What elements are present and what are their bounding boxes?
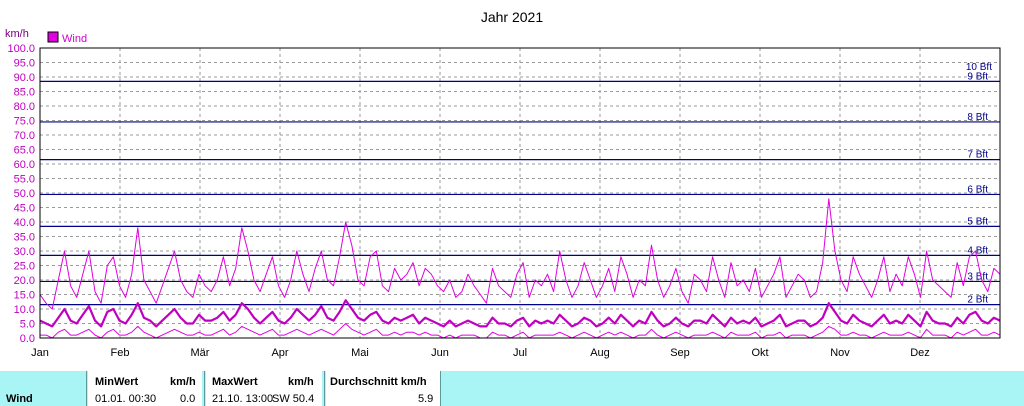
max-value: SW 50.4 <box>272 393 315 405</box>
beaufort-label: 4 Bft <box>967 245 988 256</box>
legend-swatch <box>47 31 59 43</box>
y-tick-label: 90.0 <box>14 72 35 84</box>
max-box <box>206 371 322 406</box>
y-tick-label: 65.0 <box>14 145 35 157</box>
series-line-max <box>39 198 1001 310</box>
x-tick-label: Okt <box>751 347 768 359</box>
y-tick-label: 10.0 <box>14 304 35 316</box>
divider <box>86 371 87 406</box>
y-tick-label: 85.0 <box>14 87 35 99</box>
x-tick-label: Aug <box>590 347 610 359</box>
beaufort-label: 9 Bft <box>967 71 988 82</box>
y-tick-label: 40.0 <box>14 217 35 229</box>
beaufort-label: 7 Bft <box>967 150 988 161</box>
y-tick-label: 70.0 <box>14 130 35 142</box>
y-tick-label: 100.0 <box>7 43 35 55</box>
beaufort-label: 6 Bft <box>967 184 988 195</box>
y-tick-label: 95.0 <box>14 58 35 70</box>
x-axis: Jan Feb Mär Apr Mai Jun Jul Aug Sep Okt Nov Dez <box>31 347 930 359</box>
x-tick-label: Mai <box>351 347 369 359</box>
plot-frame <box>39 47 1001 339</box>
min-value: 0.0 <box>180 393 196 405</box>
avg-box <box>326 371 440 406</box>
y-tick-label: 45.0 <box>14 203 35 215</box>
legend-label: Wind <box>62 33 87 45</box>
stats-table: Wind MinWert km/h 01.01. 00:30 0.0 MaxWe… <box>0 371 1024 406</box>
y-tick-label: 55.0 <box>14 174 35 186</box>
max-unit: km/h <box>288 376 314 388</box>
beaufort-label: 2 Bft <box>967 295 988 306</box>
x-tick-label: Mär <box>191 347 210 359</box>
series-line-min <box>40 323 1001 339</box>
grid <box>40 48 1000 338</box>
wind-chart: Jahr 2021 km/h Wind 2 Bft 3 Bft 4 Bft 5 Bft… <box>5 9 1001 359</box>
beaufort-label: 5 Bft <box>967 216 988 227</box>
max-header: MaxWert <box>212 376 258 388</box>
divider <box>324 371 325 406</box>
x-tick-label: Dez <box>910 347 930 359</box>
y-tick-label: 25.0 <box>14 261 35 273</box>
stats-row-label: Wind <box>6 393 33 405</box>
y-tick-label: 80.0 <box>14 101 35 113</box>
y-tick-label: 60.0 <box>14 159 35 171</box>
y-tick-label: 5.0 <box>20 319 35 331</box>
avg-header: Durchschnitt km/h <box>330 376 427 388</box>
y-tick-label: 0.0 <box>20 333 35 345</box>
x-tick-label: Jun <box>431 347 449 359</box>
y-tick-label: 20.0 <box>14 275 35 287</box>
x-tick-label: Apr <box>271 347 288 359</box>
avg-value: 5.9 <box>418 393 434 405</box>
beaufort-label: 3 Bft <box>967 271 988 282</box>
beaufort-lines: 2 Bft 3 Bft 4 Bft 5 Bft 6 Bft 7 Bft 8 Bft 9 Bft… <box>40 62 1000 306</box>
beaufort-label: 8 Bft <box>967 112 988 123</box>
max-time: 21.10. 13:00 <box>212 393 274 405</box>
y-unit-label: km/h <box>5 28 29 40</box>
y-axis: 0.0 5.0 10.0 15.0 20.0 25.0 30.0 35.0 40.0 45.0 50… <box>7 43 35 345</box>
divider <box>204 371 205 406</box>
divider <box>440 371 441 406</box>
x-tick-label: Feb <box>111 347 130 359</box>
min-time: 01.01. 00:30 <box>95 393 157 405</box>
beaufort-label: 10 Bft <box>966 62 992 73</box>
series-lines <box>39 198 1001 339</box>
min-header: MinWert <box>95 376 139 388</box>
y-tick-label: 75.0 <box>14 116 35 128</box>
x-tick-label: Jan <box>31 347 49 359</box>
x-tick-label: Nov <box>830 347 850 359</box>
x-tick-label: Sep <box>670 347 690 359</box>
y-tick-label: 15.0 <box>14 290 35 302</box>
y-tick-label: 30.0 <box>14 246 35 258</box>
chart-title: Jahr 2021 <box>481 9 543 25</box>
y-tick-label: 35.0 <box>14 232 35 244</box>
min-unit: km/h <box>170 376 196 388</box>
x-tick-label: Jul <box>513 347 527 359</box>
series-line-average <box>39 299 1001 328</box>
min-box <box>88 371 202 406</box>
y-tick-label: 50.0 <box>14 188 35 200</box>
